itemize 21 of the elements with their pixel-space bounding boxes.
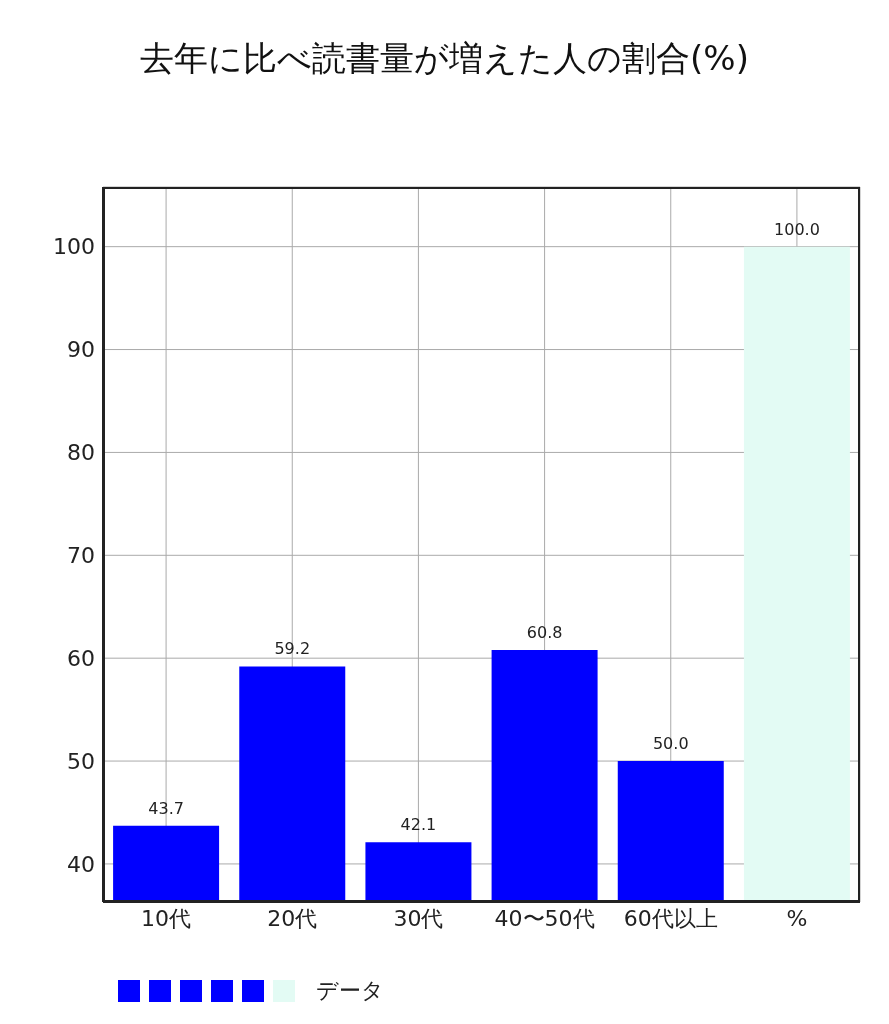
legend-label: データ: [316, 977, 384, 1005]
x-tick-label: 30代: [393, 905, 444, 931]
y-tick-label: 60: [67, 645, 95, 671]
data-label: 42.1: [400, 815, 437, 835]
chart-title: 去年に比べ読書量が増えた人の割合(%): [139, 37, 750, 80]
x-tick-label: 10代: [141, 905, 192, 931]
x-tick-label: 40〜50代: [494, 905, 595, 931]
y-tick-label: 40: [67, 851, 95, 877]
data-label: 100.0: [774, 219, 820, 239]
y-tick-label: 80: [67, 440, 95, 466]
data-label: 59.2: [274, 639, 311, 659]
data-label: 43.7: [148, 798, 184, 818]
y-tick-label: 90: [67, 337, 95, 363]
data-label: 50.0: [652, 734, 689, 754]
data-label: 60.8: [526, 622, 563, 642]
x-tick-label: %: [786, 905, 808, 931]
y-tick-label: 70: [67, 543, 95, 569]
y-tick-label: 50: [67, 748, 95, 774]
x-tick-label: 20代: [267, 905, 318, 931]
x-tick-label: 60代以上: [623, 905, 718, 931]
y-tick-label: 100: [53, 234, 95, 260]
